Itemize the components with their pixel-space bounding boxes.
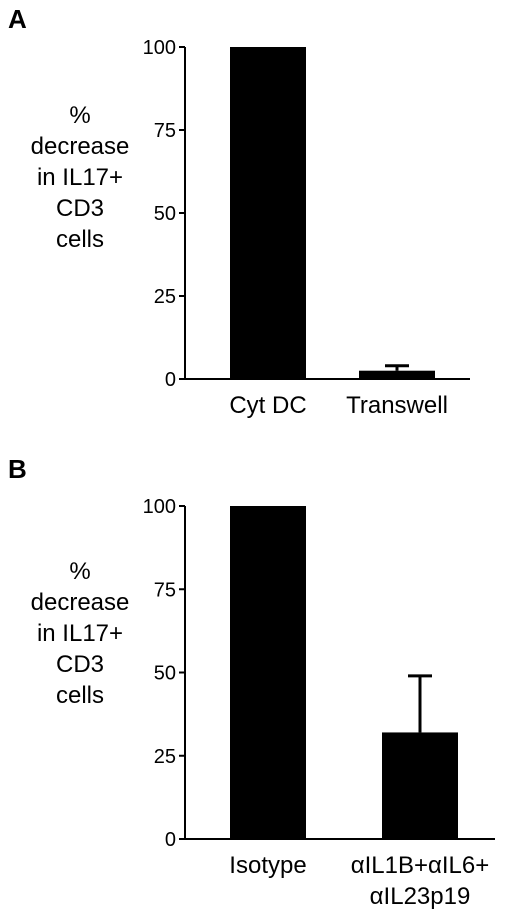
y-axis-label-line: CD3 xyxy=(55,651,104,678)
panel-b: B % decrease in IL17+ CD3 cells 0 25 50 75 1… xyxy=(0,450,520,922)
y-axis-label-line: % xyxy=(69,558,91,585)
y-tick-label: 25 xyxy=(154,746,176,768)
x-tick-label: αIL1B+αIL6+ xyxy=(351,852,490,879)
y-tick-label: 0 xyxy=(165,829,176,851)
bar-chart-b: 0 25 50 75 100 Isotype αIL1B+αIL6+ αIL23p19 xyxy=(143,496,495,910)
bar xyxy=(230,47,306,379)
y-tick-label: 100 xyxy=(143,496,176,518)
y-axis-label-line: decrease xyxy=(30,133,130,160)
y-axis-label-line: CD3 xyxy=(55,195,104,222)
x-tick-label: Cyt DC xyxy=(229,392,306,419)
y-axis-label-line: % xyxy=(69,102,91,129)
y-axis-label-line: in IL17+ xyxy=(36,164,124,191)
y-tick-label: 0 xyxy=(165,369,176,391)
bar-chart-a: 0 25 50 75 100 Cyt DC Transwell xyxy=(143,37,470,419)
bar xyxy=(359,370,435,379)
x-tick-label: Isotype xyxy=(229,852,306,879)
y-axis-label: % decrease in IL17+ CD3 cells xyxy=(30,100,130,255)
y-tick-label: 75 xyxy=(154,120,176,142)
y-tick-label: 50 xyxy=(154,663,176,685)
bar xyxy=(382,732,458,839)
y-tick-label: 50 xyxy=(154,203,176,225)
panel-label: B xyxy=(8,454,27,484)
x-tick-label: αIL23p19 xyxy=(370,883,471,910)
panel-label: A xyxy=(8,4,27,34)
bar xyxy=(230,506,306,839)
panel-a: A % decrease in IL17+ CD3 cells 0 25 50 75 1… xyxy=(0,0,520,450)
x-tick-label: Transwell xyxy=(346,392,448,419)
y-axis-label: % decrease in IL17+ CD3 cells xyxy=(30,556,130,711)
y-tick-label: 25 xyxy=(154,286,176,308)
y-tick-label: 100 xyxy=(143,37,176,59)
y-axis-label-line: in IL17+ xyxy=(36,620,124,647)
y-axis-label-line: cells xyxy=(55,226,104,253)
y-axis-label-line: cells xyxy=(55,682,104,709)
y-tick-label: 75 xyxy=(154,579,176,601)
y-axis-label-line: decrease xyxy=(30,589,130,616)
